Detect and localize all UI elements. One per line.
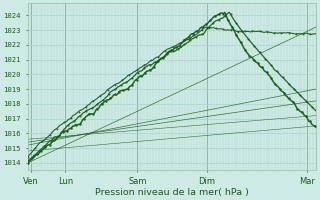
X-axis label: Pression niveau de la mer( hPa ): Pression niveau de la mer( hPa ) bbox=[95, 188, 249, 197]
